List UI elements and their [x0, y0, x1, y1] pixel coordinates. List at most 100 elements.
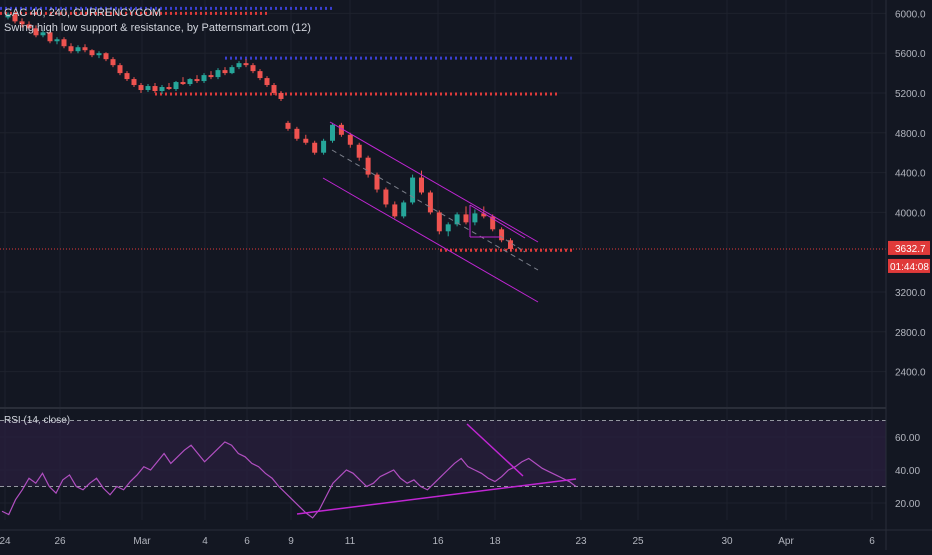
- candle-body: [250, 65, 256, 72]
- candle-body: [445, 224, 451, 232]
- price-tick-label: 6000.0: [895, 9, 926, 20]
- price-tick-label: 4000.0: [895, 208, 926, 219]
- candle-body: [330, 124, 335, 141]
- candle-body: [201, 75, 207, 82]
- candle-body: [271, 85, 277, 93]
- time-tick-label: 25: [632, 536, 644, 547]
- candle-body: [68, 46, 74, 52]
- price-tick-label: 5200.0: [895, 89, 926, 100]
- candle-body: [75, 47, 81, 52]
- candle-body: [427, 192, 433, 213]
- candle-body: [173, 82, 179, 90]
- rsi-series-line: [1, 441, 577, 519]
- indicator-title: Swing high low support & resistance, by …: [4, 22, 311, 34]
- time-tick-label: 6: [244, 536, 250, 547]
- candle-body: [401, 202, 407, 217]
- candle-body: [257, 71, 263, 79]
- rsi-tick-label: 20.00: [895, 499, 920, 510]
- price-tick-label: 2800.0: [895, 328, 926, 339]
- candle-body: [82, 47, 88, 51]
- candle-body: [89, 50, 95, 56]
- candle-body: [5, 14, 11, 18]
- candle-body: [481, 213, 487, 217]
- candle-body: [12, 14, 18, 22]
- rsi-tick-label: 40.00: [895, 466, 920, 477]
- countdown-value: 01:44:08: [890, 262, 929, 273]
- time-tick-label: 6: [869, 536, 875, 547]
- symbol-title: CAC 40, 240, CURRENCYCOM: [4, 7, 162, 19]
- candle-body: [374, 174, 380, 190]
- candle-body: [365, 157, 371, 175]
- candle-body: [419, 177, 424, 193]
- candle-body: [33, 28, 39, 36]
- candle-body: [208, 75, 214, 78]
- candle-body: [117, 65, 123, 74]
- rsi-label: RSI (14, close): [4, 415, 71, 426]
- candle-body: [40, 32, 46, 36]
- time-tick-label: 18: [489, 536, 501, 547]
- candle-body: [229, 67, 235, 74]
- candle-body: [285, 122, 291, 129]
- flag-projection-dashed: [499, 235, 526, 253]
- price-tick-label: 2400.0: [895, 368, 926, 379]
- candle-body: [472, 213, 478, 223]
- candle-body: [47, 32, 53, 42]
- candle-body: [243, 63, 249, 66]
- time-tick-label: 4: [202, 536, 208, 547]
- candle-body: [131, 79, 137, 86]
- candle-body: [54, 39, 60, 42]
- time-tick-label: Apr: [778, 536, 794, 547]
- candle-body: [312, 142, 318, 153]
- rsi-tick-label: 60.00: [895, 433, 920, 444]
- candle-body: [338, 124, 344, 135]
- countdown-badge: [888, 258, 930, 273]
- price-tick-label: 3200.0: [895, 288, 926, 299]
- candle-body: [159, 87, 165, 92]
- time-tick-label: 11: [345, 536, 356, 547]
- candle-body: [96, 53, 102, 56]
- candle-body: [499, 229, 505, 241]
- candle-body: [138, 85, 144, 91]
- price-axis-bg: [886, 0, 932, 550]
- candle-body: [26, 24, 32, 29]
- candle-body: [187, 79, 193, 85]
- candle-body: [222, 70, 228, 74]
- candle-body: [236, 63, 242, 68]
- candle-body: [152, 86, 158, 92]
- time-tick-label: 9: [288, 536, 294, 547]
- channel-lower-line: [322, 177, 539, 303]
- price-tick-label: 4800.0: [895, 129, 926, 140]
- candle-body: [410, 177, 416, 203]
- candle-body: [463, 214, 469, 223]
- price-tick-label: 5600.0: [895, 49, 926, 60]
- candle-body: [180, 82, 186, 85]
- candle-body: [383, 189, 389, 205]
- candle-body: [454, 214, 460, 225]
- channel-mid-dashed: [331, 149, 539, 271]
- candle-body: [278, 93, 284, 99]
- time-tick-label: 26: [54, 536, 66, 547]
- price-badge: [888, 240, 930, 255]
- candle-body: [508, 240, 513, 249]
- flag-upper-line: [469, 204, 526, 239]
- candle-body: [392, 204, 398, 217]
- time-tick-label: 23: [575, 536, 587, 547]
- candle-body: [145, 86, 151, 91]
- rsi-trendline-falling: [466, 423, 524, 477]
- candle-body: [124, 73, 130, 80]
- time-tick-label: 24: [0, 536, 11, 547]
- candle-body: [294, 128, 300, 139]
- candle-body: [321, 140, 327, 153]
- candle-body: [166, 87, 172, 90]
- candle-body: [436, 212, 442, 232]
- time-tick-label: 16: [432, 536, 444, 547]
- candle-body: [194, 79, 200, 82]
- candle-body: [61, 39, 67, 47]
- channel-upper-line: [329, 121, 539, 243]
- candle-body: [356, 144, 362, 158]
- rsi-band: [0, 420, 886, 487]
- candle-body: [19, 21, 25, 25]
- rsi-trendline-rising: [296, 478, 577, 515]
